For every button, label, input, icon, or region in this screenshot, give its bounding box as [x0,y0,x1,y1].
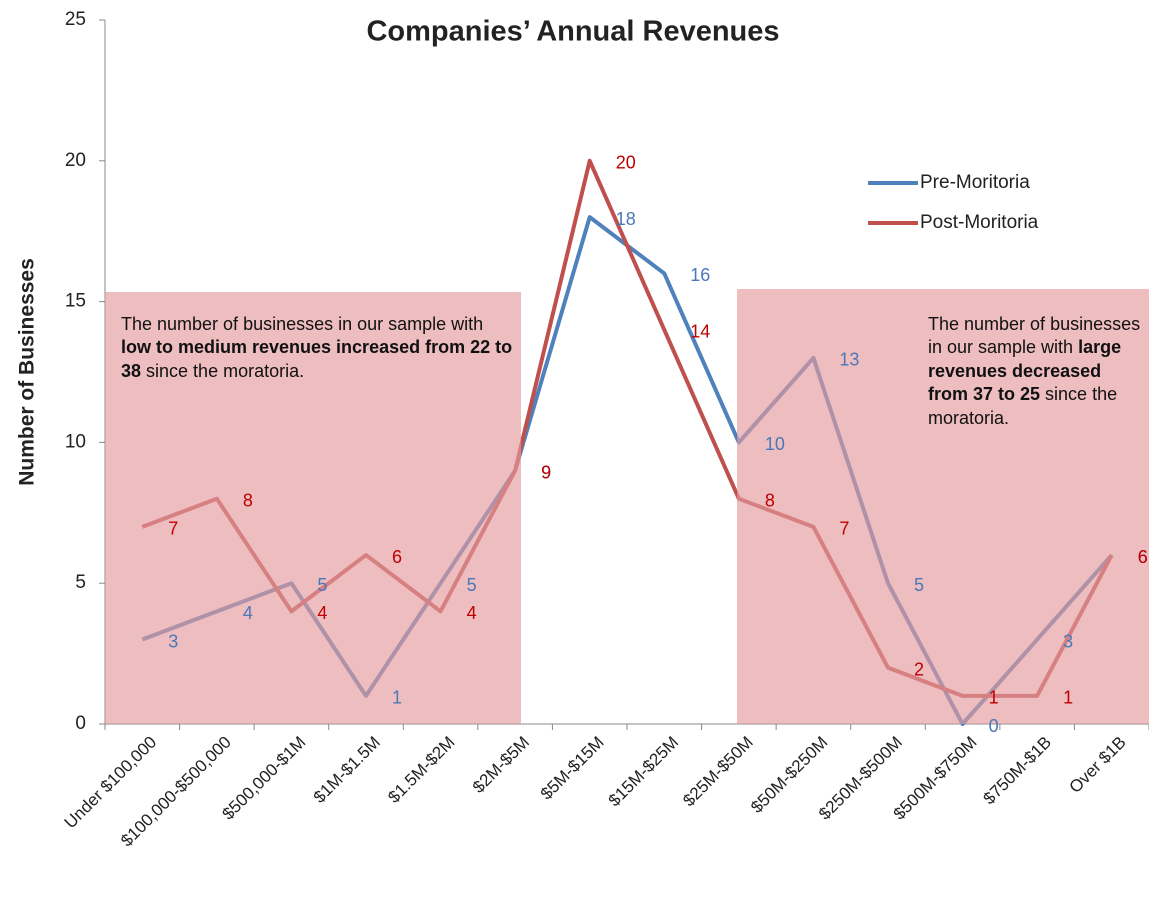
annotation-box [737,289,1149,724]
data-label: 4 [467,603,477,623]
annotation: The number of businesses in our sample w… [928,313,1146,430]
annotation-text: The number of businesses in our sample w… [121,314,484,334]
annotation-text: since the moratoria. [141,360,305,381]
y-tick-label: 15 [65,291,86,312]
data-label: 3 [1063,631,1073,651]
x-tick-label: $25M-$50M [679,733,757,811]
data-label: 2 [914,659,924,679]
data-label: 0 [989,716,999,736]
x-tick-label: $1M-$1.5M [310,733,384,807]
data-label: 9 [541,462,551,482]
data-label: 20 [616,153,636,173]
data-label: 6 [1138,547,1148,567]
legend-label: Post-Moritoria [920,212,1039,233]
data-label: 1 [989,688,999,708]
data-label: 7 [839,519,849,539]
data-label: 8 [243,490,253,510]
x-tick-label: $1.5M-$2M [384,733,458,807]
data-label: 5 [914,575,924,595]
x-tick-label: $2M-$5M [469,733,533,797]
data-label: 1 [392,688,402,708]
legend-label: Pre-Moritoria [920,172,1030,193]
data-label: 3 [168,631,178,651]
x-tick-label: $5M-$15M [537,733,608,804]
data-label: 1 [1063,688,1073,708]
data-label: 9 [541,462,551,482]
data-label: 18 [616,209,636,229]
annotation-text: The number of businesses in our sample w… [928,314,1141,358]
y-tick-label: 5 [75,572,86,593]
x-tick-label: Over $1B [1065,733,1129,797]
data-label: 10 [765,434,785,454]
y-tick-label: 10 [65,431,86,452]
x-tick-label: $15M-$25M [605,733,683,811]
chart-title: Companies’ Annual Revenues [366,16,779,48]
data-label: 7 [168,519,178,539]
data-label: 13 [839,350,859,370]
annotation-text: large revenues decreased from 37 to 25 [928,337,1122,405]
data-label: 14 [690,322,710,342]
x-tick-label: $50M-$250M [747,733,831,817]
x-tick-label: $750M-$1B [980,733,1056,809]
y-tick-label: 0 [75,713,86,734]
y-axis-title: Number of Businesses [16,258,39,486]
y-tick-label: 20 [65,150,86,171]
data-label: 5 [317,575,327,595]
data-label: 6 [1138,547,1148,567]
data-label: 6 [392,547,402,567]
data-label: 4 [317,603,327,623]
data-label: 4 [243,603,253,623]
y-tick-label: 25 [65,9,86,30]
annotation-text: low to medium revenues increased from 22… [121,337,513,381]
data-label: 16 [690,265,710,285]
annotation-box [105,292,521,724]
data-label: 8 [765,490,775,510]
annotation-text: since the moratoria. [928,384,1118,428]
annotation: The number of businesses in our sample w… [121,313,516,383]
data-label: 5 [467,575,477,595]
